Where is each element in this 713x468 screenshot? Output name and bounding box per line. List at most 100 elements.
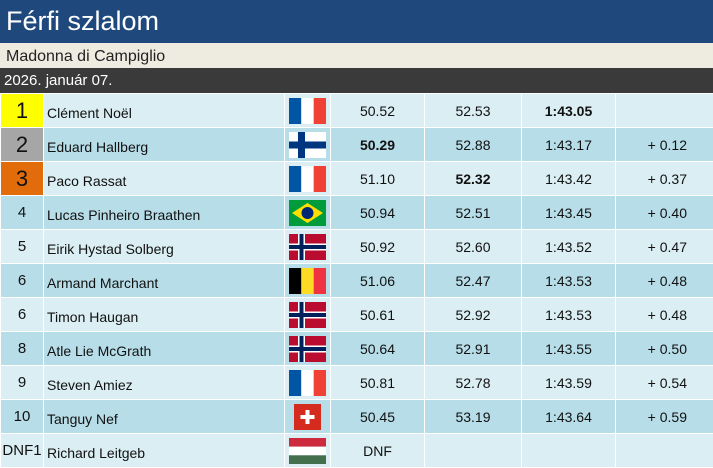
athlete-name: Tanguy Nef	[44, 400, 285, 434]
run1-time: 51.06	[331, 264, 425, 298]
total-time	[522, 434, 616, 468]
athlete-name: Armand Marchant	[44, 264, 285, 298]
run1-time: 50.45	[331, 400, 425, 434]
flag-cell	[285, 298, 331, 332]
run1-time: DNF	[331, 434, 425, 468]
time-gap: + 0.47	[616, 230, 713, 264]
athlete-name: Timon Haugan	[44, 298, 285, 332]
flag-france-icon	[289, 166, 326, 192]
run2-time: 52.78	[425, 366, 522, 400]
rank-cell: 3	[1, 162, 44, 196]
rank-cell: 6	[1, 264, 44, 298]
time-gap	[616, 434, 713, 468]
flag-cell	[285, 434, 331, 468]
results-board: Férfi szlalom Madonna di Campiglio 2026.…	[0, 0, 713, 424]
flag-belgium-icon	[289, 268, 326, 294]
flag-norway-icon	[289, 234, 326, 260]
athlete-name: Richard Leitgeb	[44, 434, 285, 468]
flag-cell	[285, 366, 331, 400]
flag-switzerland-icon	[289, 404, 326, 430]
run2-time: 52.88	[425, 128, 522, 162]
run2-time: 52.60	[425, 230, 522, 264]
flag-france-icon	[289, 98, 326, 124]
total-time: 1:43.64	[522, 400, 616, 434]
athlete-name: Atle Lie McGrath	[44, 332, 285, 366]
run1-time: 50.61	[331, 298, 425, 332]
flag-hungary-icon	[289, 438, 326, 464]
total-time: 1:43.45	[522, 196, 616, 230]
run2-time: 52.51	[425, 196, 522, 230]
rank-cell: 1	[1, 94, 44, 128]
run1-time: 50.94	[331, 196, 425, 230]
athlete-name: Eirik Hystad Solberg	[44, 230, 285, 264]
flag-cell	[285, 162, 331, 196]
run2-time: 53.19	[425, 400, 522, 434]
rank-cell: 2	[1, 128, 44, 162]
time-gap: + 0.12	[616, 128, 713, 162]
venue-label: Madonna di Campiglio	[0, 43, 713, 68]
flag-cell	[285, 230, 331, 264]
time-gap: + 0.54	[616, 366, 713, 400]
athlete-name: Clément Noël	[44, 94, 285, 128]
athlete-name: Paco Rassat	[44, 162, 285, 196]
rank-cell: 5	[1, 230, 44, 264]
time-gap: + 0.37	[616, 162, 713, 196]
total-time: 1:43.59	[522, 366, 616, 400]
flag-cell	[285, 196, 331, 230]
flag-cell	[285, 332, 331, 366]
total-time: 1:43.42	[522, 162, 616, 196]
time-gap: + 0.48	[616, 264, 713, 298]
athlete-name: Steven Amiez	[44, 366, 285, 400]
time-gap: + 0.59	[616, 400, 713, 434]
total-time: 1:43.52	[522, 230, 616, 264]
run2-time: 52.91	[425, 332, 522, 366]
total-time: 1:43.53	[522, 298, 616, 332]
rank-cell: 4	[1, 196, 44, 230]
flag-norway-icon	[289, 302, 326, 328]
flag-france-icon	[289, 370, 326, 396]
athlete-name: Eduard Hallberg	[44, 128, 285, 162]
rank-cell: 10	[1, 400, 44, 434]
rank-cell: 9	[1, 366, 44, 400]
run2-time: 52.92	[425, 298, 522, 332]
flag-brazil-icon	[289, 200, 326, 226]
flag-cell	[285, 94, 331, 128]
flag-cell	[285, 400, 331, 434]
flag-norway-icon	[289, 336, 326, 362]
page-title: Férfi szlalom	[0, 0, 713, 43]
rank-cell: DNF1	[1, 434, 44, 468]
run2-time	[425, 434, 522, 468]
athlete-name: Lucas Pinheiro Braathen	[44, 196, 285, 230]
time-gap: + 0.40	[616, 196, 713, 230]
flag-finland-icon	[289, 132, 326, 158]
flag-cell	[285, 264, 331, 298]
run1-time: 50.92	[331, 230, 425, 264]
run2-time: 52.53	[425, 94, 522, 128]
time-gap	[616, 94, 713, 128]
total-time: 1:43.53	[522, 264, 616, 298]
run1-time: 50.52	[331, 94, 425, 128]
run2-time: 52.32	[425, 162, 522, 196]
run1-time: 51.10	[331, 162, 425, 196]
date-label: 2026. január 07.	[0, 68, 713, 93]
flag-cell	[285, 128, 331, 162]
run1-time: 50.29	[331, 128, 425, 162]
run1-time: 50.81	[331, 366, 425, 400]
total-time: 1:43.05	[522, 94, 616, 128]
time-gap: + 0.48	[616, 298, 713, 332]
time-gap: + 0.50	[616, 332, 713, 366]
rank-cell: 8	[1, 332, 44, 366]
total-time: 1:43.55	[522, 332, 616, 366]
